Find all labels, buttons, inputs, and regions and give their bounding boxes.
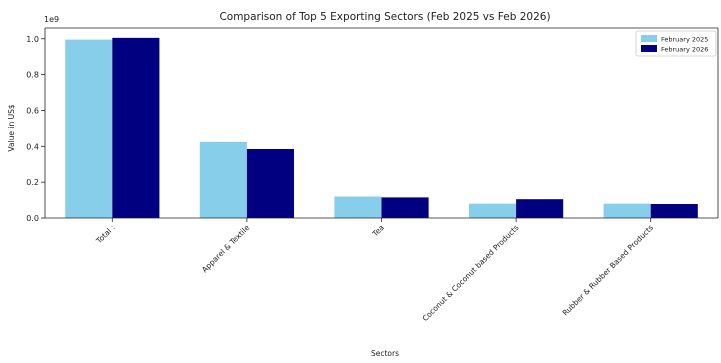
plot-area: Total : Apparel & Textile Tea Coconut & Coc… [26,27,719,323]
x-tick-label: Coconut & Coconut based Products [421,223,521,323]
x-tick-label: Tea [370,223,386,239]
bar-feb-2026 [516,199,564,218]
y-tick-label: 0.4 [26,142,39,151]
x-axis-label: Sectors [371,349,399,358]
bar-feb-2026 [112,37,160,218]
bar-feb-2026 [246,148,295,218]
y-tick-label: 0.6 [26,106,39,115]
y-axis-offset-label: 1e9 [44,15,59,24]
x-tick-label: Total : [94,223,117,246]
y-axis-label: Value in US$ [7,104,16,151]
bar-feb-2025 [334,196,382,218]
bar-feb-2025 [199,141,247,218]
bar-feb-2026 [381,197,429,218]
legend-swatch [641,35,657,42]
y-tick-label: 0.8 [26,71,39,80]
bar-feb-2025 [65,39,113,219]
chart-title: Comparison of Top 5 Exporting Sectors (F… [219,11,550,23]
legend: February 2025 February 2026 [635,30,717,57]
y-tick-label: 1.0 [26,35,39,44]
legend-label: February 2025 [661,36,708,44]
y-tick-label: 0.0 [26,214,39,223]
x-tick-label: Apparel & Textile [200,223,251,274]
bar-feb-2026 [650,204,698,218]
y-tick-label: 0.2 [26,178,39,187]
x-tick-label: Rubber & Rubber Based Products [561,223,655,317]
bar-feb-2025 [468,203,517,218]
legend-swatch [641,45,657,52]
bar-feb-2025 [603,203,651,218]
legend-label: February 2026 [661,46,708,54]
